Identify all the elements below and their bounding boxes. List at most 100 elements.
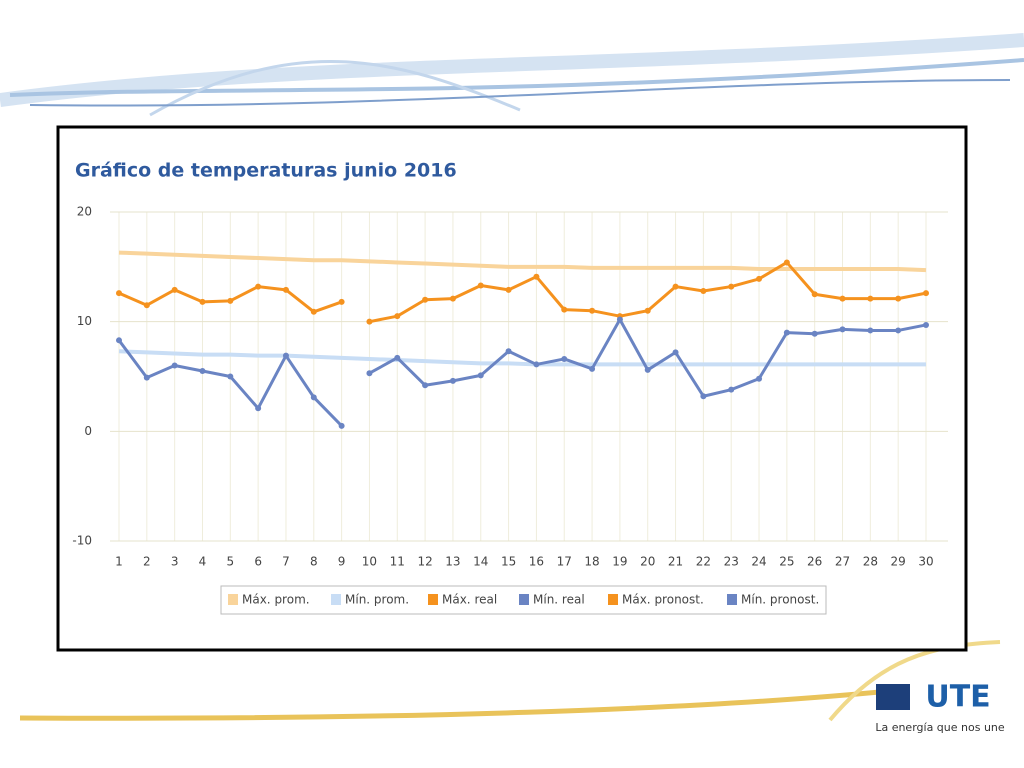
point <box>199 298 206 305</box>
x-tick-label: 20 <box>640 555 655 569</box>
y-tick-label: -10 <box>72 534 92 548</box>
x-tick-label: 30 <box>918 555 933 569</box>
y-tick-label: 20 <box>77 205 92 219</box>
x-tick-label: 4 <box>199 555 207 569</box>
x-tick-label: 26 <box>807 555 822 569</box>
point <box>589 307 596 314</box>
point <box>895 327 902 334</box>
logo-name: UTE <box>925 680 990 715</box>
point <box>867 295 874 302</box>
legend-swatch <box>608 594 618 605</box>
point <box>366 370 373 377</box>
point <box>449 377 456 384</box>
x-tick-label: 23 <box>724 555 739 569</box>
point <box>255 283 262 290</box>
point <box>310 308 317 315</box>
x-tick-label: 25 <box>779 555 794 569</box>
header-swoosh <box>0 33 1024 117</box>
x-tick-label: 11 <box>390 555 405 569</box>
legend-label: Mín. real <box>533 593 585 607</box>
logo-icon <box>876 684 910 710</box>
legend-label: Mín. prom. <box>345 593 409 607</box>
point <box>227 297 234 304</box>
point <box>422 382 429 389</box>
point <box>477 372 484 379</box>
x-tick-label: 19 <box>612 555 627 569</box>
x-tick-label: 7 <box>282 555 290 569</box>
point <box>756 375 763 382</box>
x-tick-label: 29 <box>891 555 906 569</box>
x-tick-label: 2 <box>143 555 151 569</box>
point <box>338 422 345 429</box>
x-tick-label: 3 <box>171 555 179 569</box>
point <box>895 295 902 302</box>
x-tick-label: 15 <box>501 555 516 569</box>
point <box>143 302 150 309</box>
point <box>171 286 178 293</box>
legend-swatch <box>727 594 737 605</box>
point <box>672 283 679 290</box>
footer-swoosh <box>19 640 1001 722</box>
legend-swatch <box>428 594 438 605</box>
point <box>116 337 122 344</box>
x-tick-label: 21 <box>668 555 683 569</box>
legend-swatch <box>519 594 529 605</box>
x-tick-label: 18 <box>584 555 599 569</box>
x-tick-label: 10 <box>362 555 377 569</box>
chart-title: Gráfico de temperaturas junio 2016 <box>75 160 457 182</box>
legend-label: Máx. real <box>442 593 497 607</box>
legend-label: Mín. pronost. <box>741 593 819 607</box>
point <box>561 355 568 362</box>
point <box>505 348 512 355</box>
point <box>338 298 345 305</box>
point <box>923 290 929 297</box>
x-tick-label: 16 <box>529 555 544 569</box>
point <box>477 282 484 289</box>
point <box>199 368 206 375</box>
x-tick-label: 8 <box>310 555 318 569</box>
x-tick-label: 5 <box>226 555 234 569</box>
point <box>282 352 289 359</box>
point <box>811 291 818 298</box>
y-tick-label: 0 <box>84 424 92 438</box>
x-tick-label: 28 <box>863 555 878 569</box>
point <box>783 329 790 336</box>
point <box>282 286 289 293</box>
x-tick-label: 1 <box>115 555 123 569</box>
point <box>644 307 651 314</box>
x-tick-label: 22 <box>696 555 711 569</box>
legend-swatch <box>228 594 238 605</box>
point <box>756 275 763 282</box>
legend-label: Máx. pronost. <box>622 593 704 607</box>
point <box>255 405 262 412</box>
point <box>366 318 373 325</box>
point <box>728 283 735 290</box>
point <box>227 373 234 380</box>
point <box>394 313 401 320</box>
x-tick-label: 24 <box>751 555 766 569</box>
x-tick-label: 14 <box>473 555 488 569</box>
point <box>561 306 568 313</box>
point <box>533 361 540 368</box>
x-tick-label: 17 <box>557 555 572 569</box>
point <box>422 296 429 303</box>
point <box>700 287 707 294</box>
y-tick-label: 10 <box>77 314 92 328</box>
logo-tagline: La energía que nos une <box>875 721 1005 734</box>
point <box>505 286 512 293</box>
point <box>589 365 596 372</box>
series-line <box>118 349 926 367</box>
point <box>811 330 818 337</box>
point <box>143 374 150 381</box>
point <box>700 393 707 400</box>
logo: UTE La energía que nos une <box>875 680 1005 735</box>
x-tick-label: 13 <box>445 555 460 569</box>
point <box>728 386 735 393</box>
point <box>672 349 679 356</box>
x-tick-label: 9 <box>338 555 346 569</box>
legend-swatch <box>331 594 341 605</box>
point <box>616 316 623 323</box>
point <box>310 394 317 401</box>
point <box>533 273 540 280</box>
